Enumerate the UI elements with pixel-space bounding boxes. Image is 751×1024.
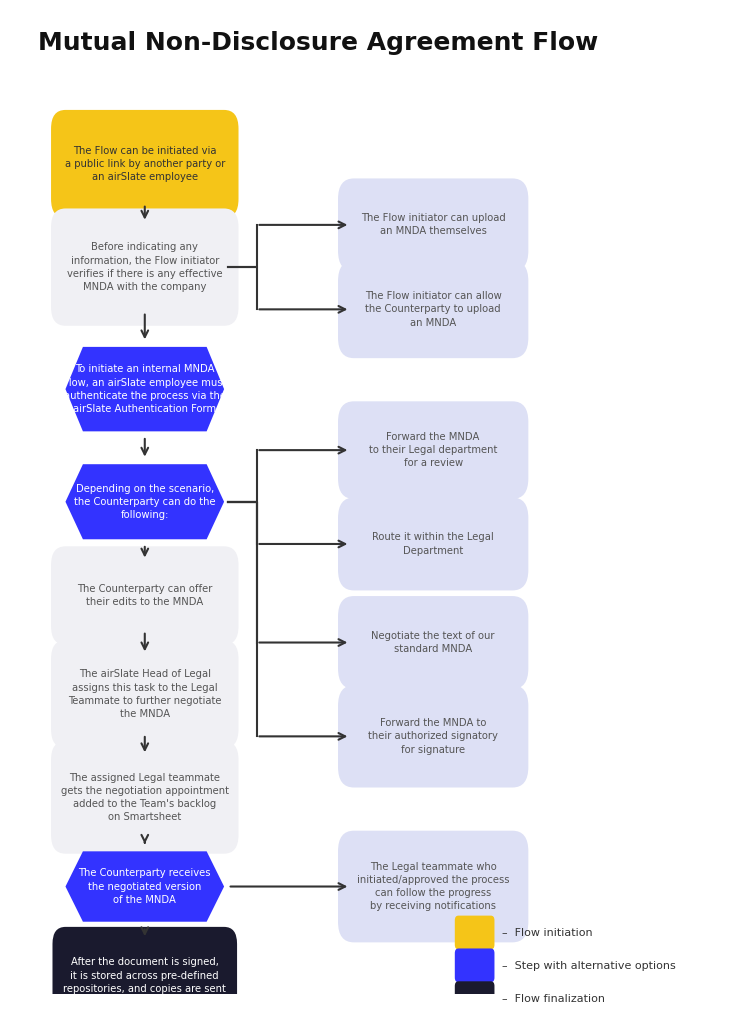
Text: The assigned Legal teammate
gets the negotiation appointment
added to the Team's: The assigned Legal teammate gets the neg… [61,772,229,822]
FancyBboxPatch shape [51,741,239,854]
Text: Before indicating any
information, the Flow initiator
verifies if there is any e: Before indicating any information, the F… [67,243,222,292]
Polygon shape [65,347,224,431]
Text: The Flow initiator can upload
an MNDA themselves: The Flow initiator can upload an MNDA th… [360,213,505,237]
Text: The Flow can be initiated via
a public link by another party or
an airSlate empl: The Flow can be initiated via a public l… [65,145,225,182]
FancyBboxPatch shape [455,915,494,949]
Text: To initiate an internal MNDA
Flow, an airSlate employee must
authenticate the pr: To initiate an internal MNDA Flow, an ai… [63,365,227,414]
FancyBboxPatch shape [455,948,494,982]
Text: –  Flow initiation: – Flow initiation [502,929,593,938]
Text: Mutual Non-Disclosure Agreement Flow: Mutual Non-Disclosure Agreement Flow [38,31,598,54]
Text: Forward the MNDA to
their authorized signatory
for signature: Forward the MNDA to their authorized sig… [368,718,498,755]
FancyBboxPatch shape [338,401,529,499]
FancyBboxPatch shape [338,596,529,689]
FancyBboxPatch shape [53,927,237,1024]
Text: Negotiate the text of our
standard MNDA: Negotiate the text of our standard MNDA [372,631,495,654]
Text: Forward the MNDA
to their Legal department
for a review: Forward the MNDA to their Legal departme… [369,432,497,468]
FancyBboxPatch shape [338,830,529,942]
FancyBboxPatch shape [338,260,529,358]
FancyBboxPatch shape [338,178,529,271]
Polygon shape [65,851,224,922]
FancyBboxPatch shape [51,547,239,645]
Text: The Legal teammate who
initiated/approved the process
can follow the progress
by: The Legal teammate who initiated/approve… [357,862,509,911]
Text: The Counterparty can offer
their edits to the MNDA: The Counterparty can offer their edits t… [77,584,213,607]
FancyBboxPatch shape [51,110,239,218]
Text: –  Flow finalization: – Flow finalization [502,994,605,1005]
FancyBboxPatch shape [455,981,494,1015]
Text: Depending on the scenario,
the Counterparty can do the
following:: Depending on the scenario, the Counterpa… [74,483,216,520]
FancyBboxPatch shape [338,685,529,787]
FancyBboxPatch shape [51,209,239,326]
Text: –  Step with alternative options: – Step with alternative options [502,962,675,972]
FancyBboxPatch shape [51,640,239,749]
Polygon shape [65,464,224,540]
Text: After the document is signed,
it is stored across pre-defined
repositories, and : After the document is signed, it is stor… [63,957,226,1007]
Text: The Counterparty receives
the negotiated version
of the MNDA: The Counterparty receives the negotiated… [79,868,211,905]
Text: The Flow initiator can allow
the Counterparty to upload
an MNDA: The Flow initiator can allow the Counter… [365,291,502,328]
FancyBboxPatch shape [338,498,529,591]
Text: Route it within the Legal
Department: Route it within the Legal Department [372,532,494,556]
Text: The airSlate Head of Legal
assigns this task to the Legal
Teammate to further ne: The airSlate Head of Legal assigns this … [68,670,222,719]
